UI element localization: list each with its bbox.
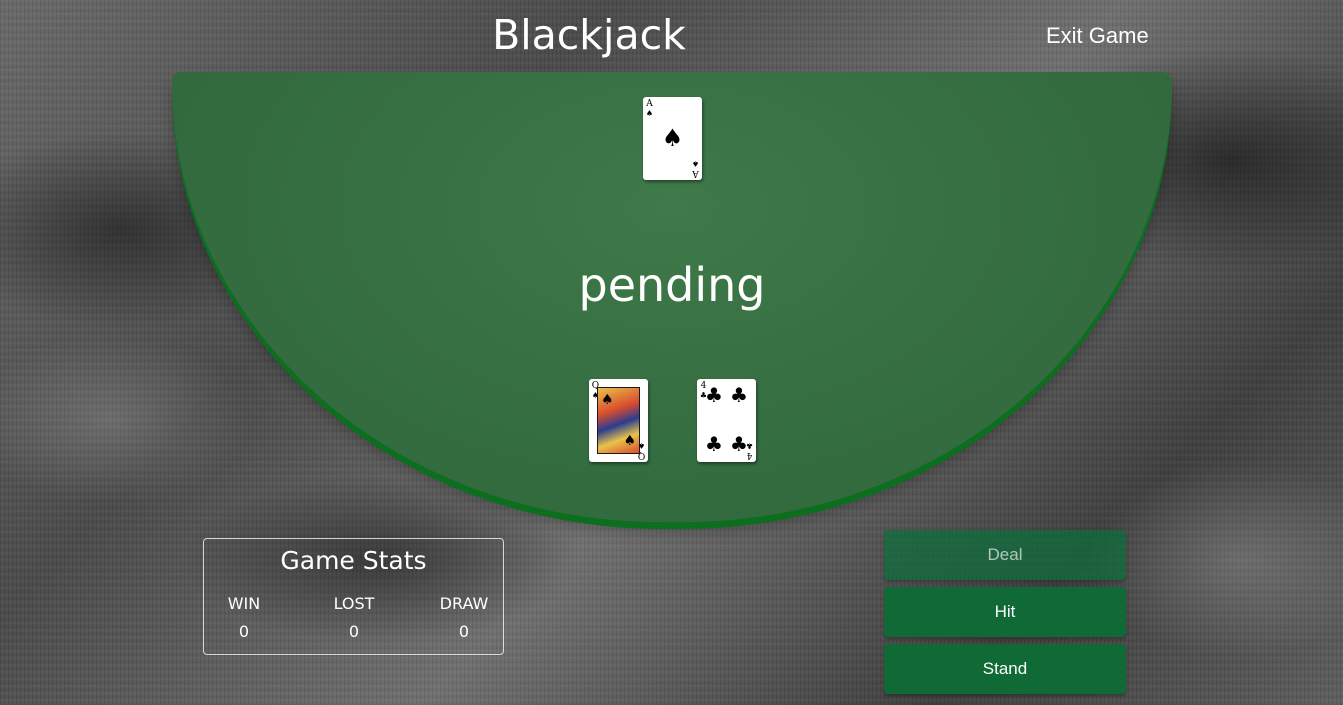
card-rank: A [692,168,699,178]
spade-icon: ♠ [591,391,600,400]
card-corner-bottom: Q ♠ [637,441,646,460]
stat-draw: DRAW 0 [424,594,504,642]
deal-button[interactable]: Deal [884,530,1126,580]
stat-win: WIN 0 [204,594,284,642]
spade-icon: ♠ [623,433,636,449]
card-corner-bottom: 4 ♣ [745,441,754,460]
spade-icon: ♠ [645,109,654,118]
game-title: Blackjack [492,11,686,59]
club-icon: ♣ [699,391,708,400]
stat-draw-value: 0 [458,622,470,641]
stand-button[interactable]: Stand [884,644,1126,694]
card-rank: 4 [700,381,707,391]
spade-icon: ♠ [601,392,614,408]
game-status: pending [578,258,766,312]
player-card-four-of-clubs: 4 ♣ ♣ ♣ ♣ ♣ 4 ♣ [697,379,756,462]
stat-lost-label: LOST [333,594,375,613]
stat-draw-label: DRAW [439,594,489,613]
card-rank: Q [591,381,600,391]
hit-button[interactable]: Hit [884,587,1126,637]
club-icon: ♣ [730,432,748,456]
card-corner-top: 4 ♣ [699,381,708,401]
stat-win-value: 0 [238,622,250,641]
exit-game-link[interactable]: Exit Game [1046,23,1149,48]
player-card-queen-of-spades: Q ♠ ♠ ♠ Q ♠ [589,379,648,462]
game-stats-panel: Game Stats WIN 0 LOST 0 DRAW 0 [203,538,504,655]
stat-win-label: WIN [227,594,261,613]
card-corner-top: A ♠ [645,99,654,119]
dealer-card-ace-of-spades: A ♠ ♠ A ♠ [643,97,702,180]
spade-icon: ♠ [691,159,700,168]
card-rank: A [646,99,653,109]
club-icon: ♣ [730,383,748,407]
spade-icon: ♠ [661,124,684,152]
card-corner-top: Q ♠ [591,381,600,401]
queen-face-art-icon: ♠ ♠ [597,387,640,454]
stat-lost: LOST 0 [314,594,394,642]
stat-lost-value: 0 [348,622,360,641]
card-rank: 4 [746,450,753,460]
card-rank: Q [637,450,646,460]
club-icon: ♣ [705,432,723,456]
game-stats-title: Game Stats [280,546,427,575]
spade-icon: ♠ [637,441,646,450]
club-icon: ♣ [745,441,754,450]
card-corner-bottom: A ♠ [691,159,700,178]
club-icon: ♣ [705,383,723,407]
